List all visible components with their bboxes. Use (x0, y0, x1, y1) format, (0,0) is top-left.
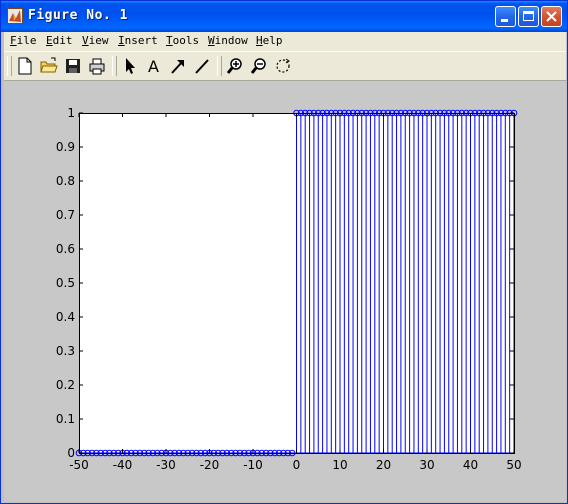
matlab-icon[interactable] (7, 8, 23, 24)
x-tick-label: 40 (463, 458, 478, 472)
open-folder-icon (40, 57, 58, 73)
insert-line-icon (195, 59, 209, 74)
zoom-out-icon (250, 58, 266, 74)
menu-view[interactable]: View (82, 34, 109, 47)
toolbar-grip[interactable] (7, 56, 12, 76)
menu-help[interactable]: Help (256, 34, 283, 47)
select-arrow-icon (126, 58, 135, 74)
svg-text:A: A (148, 57, 159, 76)
x-tick-label: -20 (200, 458, 220, 472)
x-tick-label: -50 (69, 458, 89, 472)
x-tick-label: -10 (243, 458, 263, 472)
y-axis: 0 0.1 0.2 0.3 0.4 0.5 0.6 0.7 0.8 0.9 1 (56, 106, 514, 460)
minimize-icon (501, 19, 508, 22)
toolbar-separator (112, 56, 117, 76)
figure-canvas[interactable]: -50 -40 -30 -20 -10 0 10 20 30 40 50 0 0.1 0.2 0.3 0.4… (4, 81, 566, 502)
maximize-icon (523, 11, 534, 21)
y-tick-label: 0.3 (56, 344, 75, 358)
rotate-3d-icon (276, 58, 290, 73)
x-axis: -50 -40 -30 -20 -10 0 10 20 30 40 50 (69, 113, 522, 472)
print-icon (89, 58, 105, 75)
rotate-3d-button[interactable] (273, 56, 293, 76)
figure-toolbar: A (4, 51, 566, 81)
y-tick-label: 0.5 (56, 276, 75, 290)
open-file-button[interactable] (39, 56, 59, 76)
save-icon (66, 59, 80, 73)
save-button[interactable] (63, 56, 83, 76)
x-tick-label: -30 (156, 458, 176, 472)
close-icon (546, 11, 557, 22)
close-button[interactable] (541, 6, 562, 27)
y-tick-label: 0.9 (56, 140, 75, 154)
y-tick-label: 1 (67, 106, 75, 120)
zoom-in-icon (226, 58, 242, 74)
toolbar-separator (217, 56, 222, 76)
y-tick-label: 0.4 (56, 310, 75, 324)
new-file-icon (18, 57, 32, 75)
new-figure-button[interactable] (15, 56, 35, 76)
menu-tools[interactable]: Tools (166, 34, 200, 47)
x-tick-label: 30 (419, 458, 434, 472)
minimize-button[interactable] (495, 6, 516, 27)
insert-arrow-button[interactable] (168, 56, 188, 76)
title-bar[interactable]: Figure No. 1 (1, 1, 567, 32)
window-title: Figure No. 1 (28, 8, 128, 23)
x-tick-label: 50 (506, 458, 521, 472)
y-tick-label: 0.1 (56, 412, 75, 426)
insert-line-button[interactable] (192, 56, 212, 76)
insert-text-button[interactable]: A (144, 56, 164, 76)
zoom-out-button[interactable] (249, 56, 269, 76)
menu-window[interactable]: Window (208, 34, 248, 47)
maximize-button[interactable] (518, 6, 539, 27)
edit-plot-button[interactable] (120, 56, 140, 76)
y-tick-label: 0.2 (56, 378, 75, 392)
print-button[interactable] (87, 56, 107, 76)
y-tick-label: 0.7 (56, 208, 75, 222)
stem-lines (79, 113, 515, 454)
x-tick-label: 20 (376, 458, 391, 472)
x-tick-label: 10 (332, 458, 347, 472)
x-tick-label: -40 (113, 458, 133, 472)
y-tick-label: 0.6 (56, 242, 75, 256)
stem-plot[interactable]: -50 -40 -30 -20 -10 0 10 20 30 40 50 0 0.1 0.2 0.3 0.4… (4, 81, 566, 502)
x-tick-label: 0 (293, 458, 301, 472)
y-tick-label: 0 (67, 446, 75, 460)
insert-arrow-icon (171, 60, 184, 74)
menu-edit[interactable]: Edit (46, 34, 73, 47)
y-tick-label: 0.8 (56, 174, 75, 188)
insert-text-icon: A (148, 57, 159, 76)
zoom-in-button[interactable] (225, 56, 245, 76)
menu-insert[interactable]: Insert (118, 34, 158, 47)
menu-bar: File Edit View Insert Tools Window Help (4, 32, 566, 51)
menu-file[interactable]: File (10, 34, 37, 47)
